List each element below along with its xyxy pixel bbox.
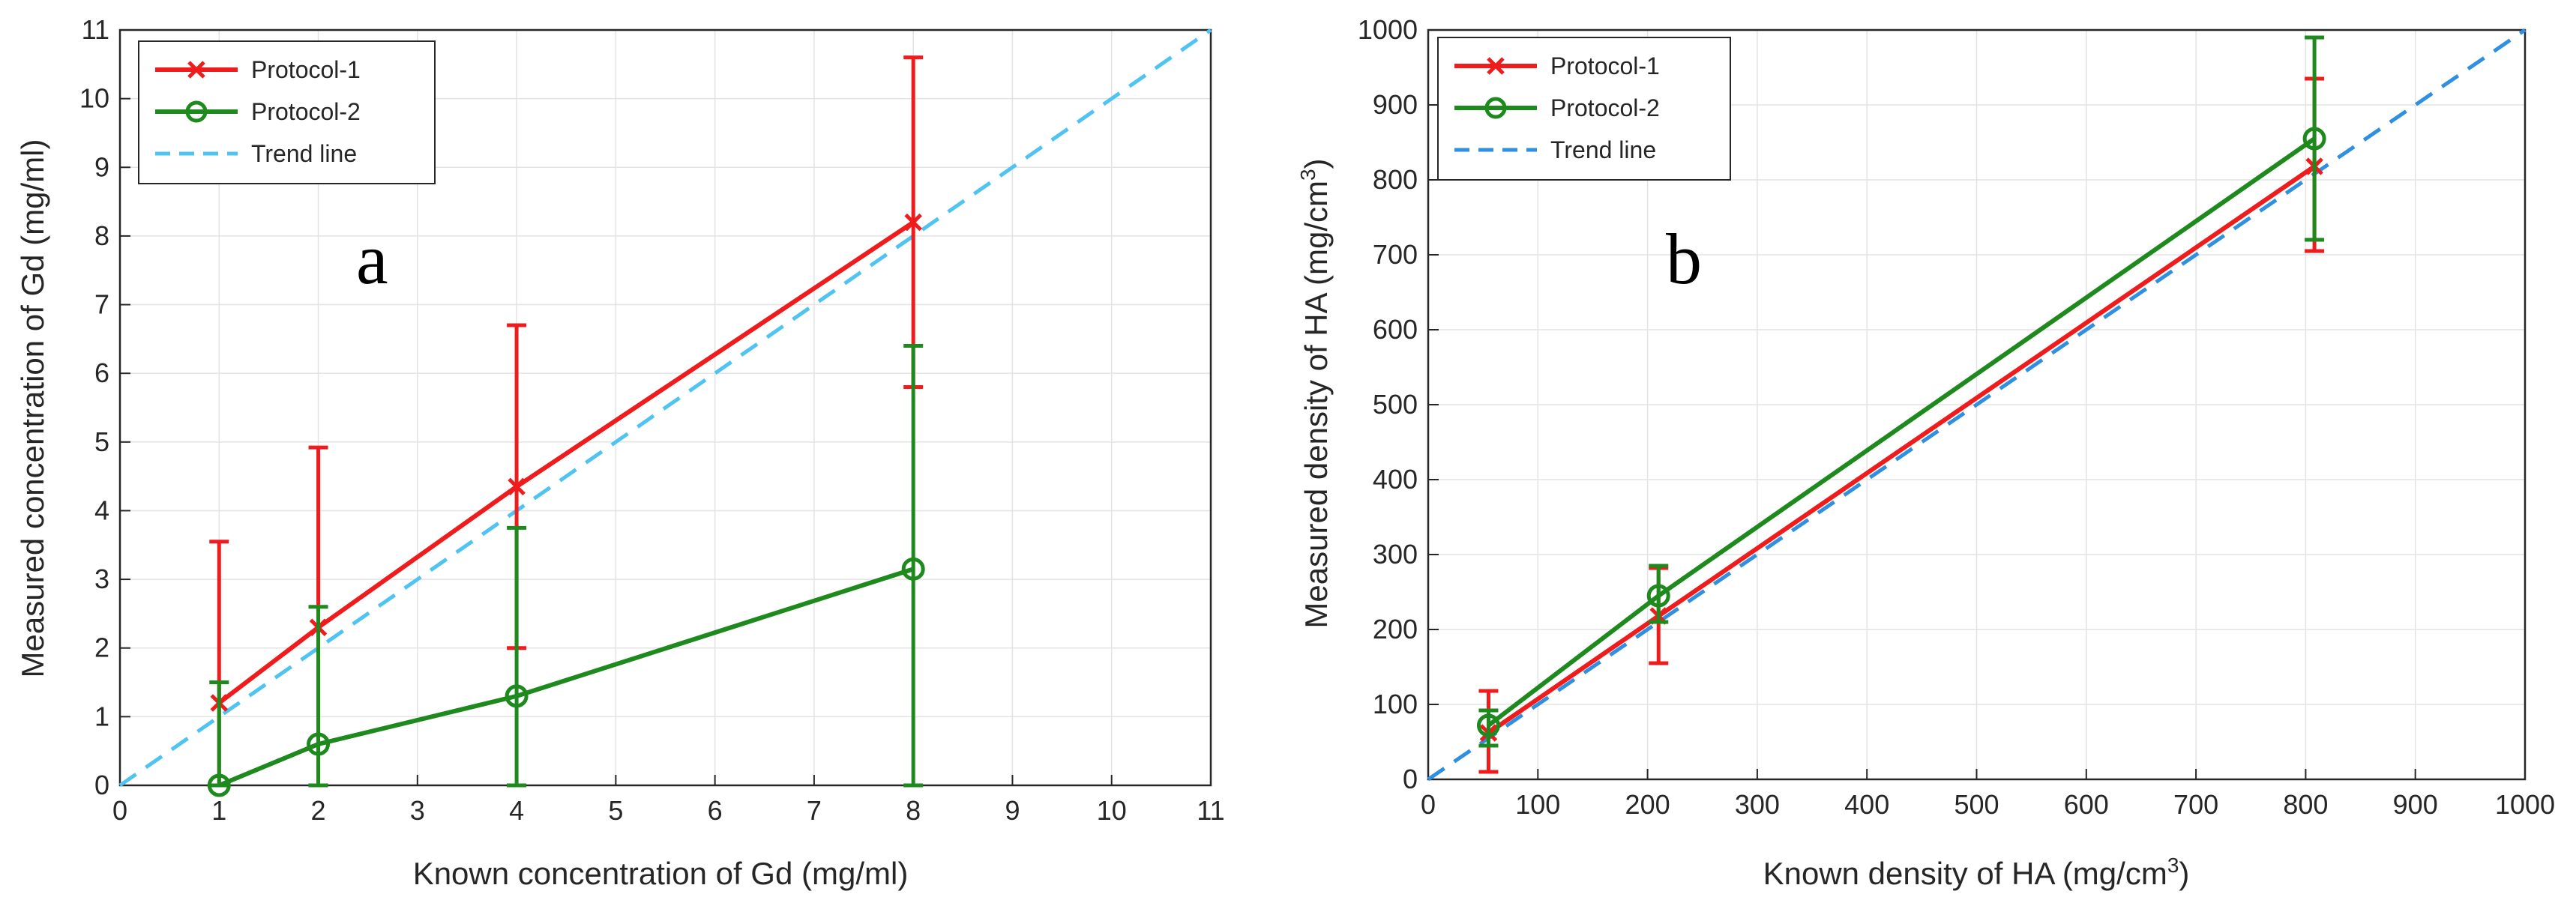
y-axis-label-b: Measured density of HA (mg/cm3) — [1296, 158, 1334, 628]
y-tick-label: 5 — [94, 426, 109, 457]
x-tick-label: 2 — [311, 795, 326, 826]
y-tick-label: 200 — [1373, 614, 1418, 644]
y-tick-label: 7 — [94, 289, 109, 320]
legend-marker-protocol-2 — [185, 100, 208, 123]
chart-a: 0 1 2 3 4 5 6 7 8 9 10 11 0 1 2 3 4 5 6 7 8 9 10 11 Known conc… — [15, 14, 1225, 891]
y-tick-label: 4 — [94, 495, 109, 525]
y-tick-label: 1000 — [1358, 14, 1418, 45]
x-tick-label: 9 — [1005, 795, 1020, 826]
series-line-protocol-1 — [1487, 164, 2316, 735]
y-tick-label: 800 — [1373, 164, 1418, 195]
y-axis-a: 0 1 2 3 4 5 6 7 8 9 10 11 — [79, 14, 130, 800]
data-point-protocol-2 — [1476, 713, 1500, 737]
data-point-protocol-2 — [207, 773, 231, 797]
y-tick-label: 400 — [1373, 464, 1418, 495]
legend-label-protocol-2: Protocol-2 — [1550, 94, 1660, 121]
y-tick-label: 8 — [94, 220, 109, 251]
x-tick-label: 11 — [1197, 795, 1224, 826]
x-tick-label: 3 — [410, 795, 425, 826]
y-tick-label: 3 — [94, 564, 109, 594]
y-tick-label: 600 — [1373, 314, 1418, 345]
x-tick-label: 900 — [2393, 789, 2438, 820]
y-tick-label: 2 — [94, 632, 109, 663]
panel-label-a: a — [356, 219, 388, 299]
trend-line-a — [118, 28, 1212, 788]
y-tick-label: 300 — [1373, 539, 1418, 570]
y-axis-b: 0 100 200 300 400 500 600 700 800 900 1000 — [1358, 14, 1439, 794]
x-axis-label-a: Known concentration of Gd (mg/ml) — [413, 856, 909, 891]
legend-marker-protocol-1 — [187, 61, 205, 79]
series-line-protocol-1 — [217, 220, 915, 705]
legend-marker-protocol-1 — [1487, 57, 1505, 75]
x-axis-a: 0 1 2 3 4 5 6 7 8 9 10 11 — [112, 775, 1225, 826]
x-tick-label: 600 — [2064, 789, 2109, 820]
data-point-protocol-2 — [307, 732, 331, 756]
legend-label-protocol-1: Protocol-1 — [251, 56, 361, 83]
legend-label-protocol-1: Protocol-1 — [1550, 52, 1660, 79]
y-tick-label: 6 — [94, 357, 109, 388]
x-tick-label: 500 — [1954, 789, 1999, 820]
x-tick-label: 6 — [708, 795, 723, 826]
x-tick-label: 8 — [906, 795, 921, 826]
x-tick-label: 400 — [1844, 789, 1889, 820]
x-tick-label: 0 — [112, 795, 127, 826]
data-point-protocol-2 — [505, 684, 529, 708]
x-tick-label: 0 — [1421, 789, 1436, 820]
legend-a: Protocol-1 Protocol-2 Trend line — [138, 40, 436, 184]
x-tick-label: 1 — [211, 795, 226, 826]
chart-b: 0 100 200 300 400 500 600 700 800 900 1000 0 100 200… — [1296, 14, 2555, 891]
x-tick-label: 7 — [807, 795, 822, 826]
series-line-protocol-2 — [218, 567, 915, 788]
x-tick-label: 100 — [1515, 789, 1560, 820]
x-axis-label-b: Known density of HA (mg/cm3) — [1763, 854, 2190, 891]
y-axis-label-a: Measured concentration of Gd (mg/ml) — [15, 139, 50, 678]
y-tick-label: 0 — [94, 770, 109, 800]
data-point-protocol-1 — [904, 213, 922, 232]
y-tick-label: 500 — [1373, 389, 1418, 420]
x-tick-label: 5 — [608, 795, 623, 826]
x-tick-label: 10 — [1097, 795, 1127, 826]
x-tick-label: 700 — [2173, 789, 2218, 820]
plot-area-b — [1427, 28, 2527, 782]
y-tick-label: 900 — [1373, 89, 1418, 120]
y-tick-label: 9 — [94, 151, 109, 182]
y-tick-label: 11 — [82, 14, 109, 45]
x-tick-label: 1000 — [2495, 789, 2555, 820]
legend-label-trend-line: Trend line — [1550, 136, 1656, 163]
legend-marker-protocol-2 — [1484, 97, 1507, 119]
legend-b: Protocol-1 Protocol-2 Trend line — [1437, 37, 1731, 181]
y-tick-label: 700 — [1373, 239, 1418, 270]
y-tick-label: 10 — [79, 83, 109, 114]
data-point-protocol-1 — [508, 477, 526, 496]
legend-label-protocol-2: Protocol-2 — [251, 98, 361, 125]
series-line-protocol-2 — [1487, 136, 2316, 728]
plot-frame-a — [118, 28, 1212, 787]
x-tick-label: 200 — [1625, 789, 1670, 820]
legend-label-trend-line: Trend line — [251, 140, 357, 167]
data-point-protocol-2 — [1646, 584, 1670, 608]
x-tick-label: 4 — [509, 795, 524, 826]
x-tick-label: 300 — [1735, 789, 1780, 820]
data-point-protocol-2 — [901, 557, 925, 581]
y-tick-label: 0 — [1403, 764, 1418, 794]
x-tick-label: 800 — [2283, 789, 2328, 820]
y-tick-label: 100 — [1373, 689, 1418, 719]
y-tick-label: 1 — [94, 701, 109, 731]
plot-area-a — [118, 28, 1212, 797]
x-axis-b: 0 100 200 300 400 500 600 700 800 900 1000 — [1421, 769, 2555, 820]
trend-line-b — [1427, 28, 2527, 782]
panel-label-b: b — [1666, 219, 1702, 299]
data-point-protocol-2 — [2302, 127, 2326, 151]
